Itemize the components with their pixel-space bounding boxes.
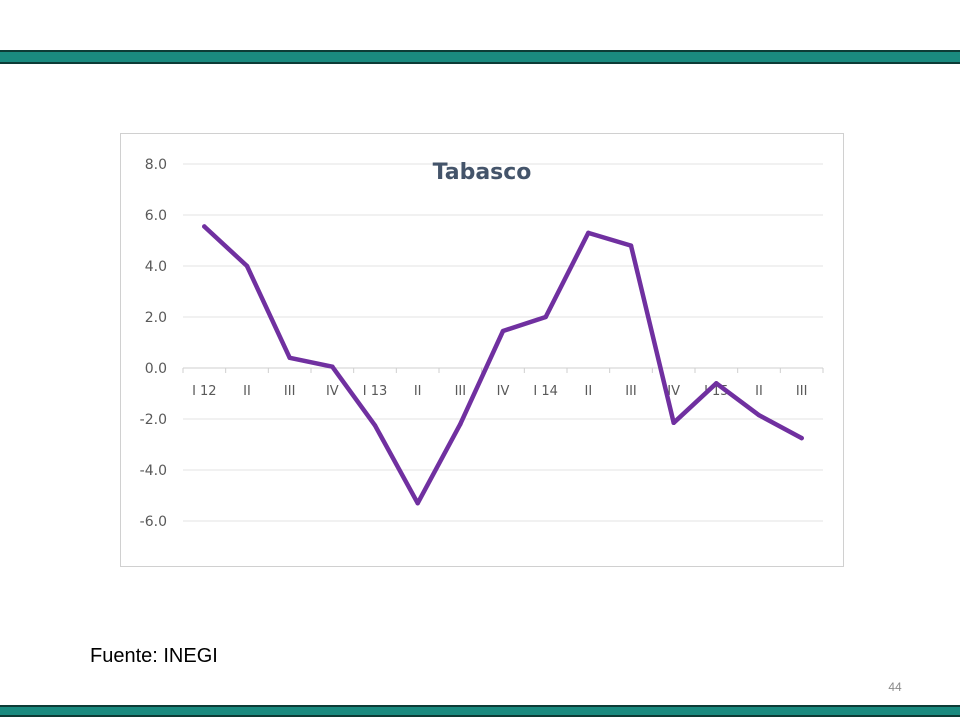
data-point bbox=[543, 314, 548, 320]
y-tick-label: 6.0 bbox=[145, 208, 167, 224]
source-label: Fuente: INEGI bbox=[90, 645, 218, 667]
data-point bbox=[244, 263, 250, 269]
y-tick-label: -4.0 bbox=[140, 463, 167, 479]
chart-title: Tabasco bbox=[433, 160, 532, 185]
data-point bbox=[415, 500, 420, 506]
x-tick-label: I 12 bbox=[192, 384, 217, 399]
data-point bbox=[628, 243, 634, 248]
data-point bbox=[287, 355, 292, 360]
data-point bbox=[756, 412, 762, 418]
x-tick-label: IV bbox=[667, 384, 680, 399]
x-tick-label: III bbox=[455, 384, 467, 399]
page-number: 44 bbox=[888, 680, 902, 694]
y-axis-ticks: 8.0 6.0 4.0 2.0 0.0 -2.0 -4.0 -6.0 bbox=[140, 157, 167, 530]
bottom-footer-band bbox=[0, 705, 960, 717]
data-point bbox=[372, 423, 378, 428]
series-layer bbox=[202, 224, 804, 506]
top-header-band bbox=[0, 50, 960, 64]
series-line bbox=[202, 224, 804, 506]
data-point bbox=[500, 328, 506, 334]
x-tick-label: II bbox=[584, 384, 592, 399]
y-tick-label: -2.0 bbox=[140, 412, 167, 428]
y-tick-label: -6.0 bbox=[140, 514, 167, 530]
data-point bbox=[799, 435, 804, 441]
line-chart: 8.06.04.02.00.0-2.0-4.0-6.0 I 12 II III IV I… bbox=[140, 157, 824, 530]
data-point bbox=[586, 230, 591, 236]
y-tick-label: 8.0 bbox=[145, 157, 167, 173]
gridlines bbox=[182, 163, 824, 522]
x-tick-label: III bbox=[284, 384, 296, 399]
x-tick-label: IV bbox=[326, 384, 339, 399]
data-point bbox=[202, 224, 207, 229]
x-tick-label: II bbox=[414, 384, 422, 399]
x-tick-label: III bbox=[796, 384, 808, 399]
x-tick-label: I 14 bbox=[533, 384, 558, 399]
x-tick-label: II bbox=[243, 384, 251, 399]
data-point bbox=[330, 364, 335, 369]
x-tick-label: I 13 bbox=[363, 384, 388, 399]
x-tick-label: II bbox=[755, 384, 763, 399]
x-tick-label: III bbox=[625, 384, 637, 399]
data-point bbox=[458, 421, 463, 427]
y-tick-label: 2.0 bbox=[145, 310, 167, 326]
y-tick-label: 4.0 bbox=[145, 259, 167, 275]
chart-frame: 8.0 6.0 4.0 2.0 0.0 -2.0 -4.0 -6.0 I 12 II III IV I… bbox=[120, 133, 844, 567]
x-tick-label: IV bbox=[497, 384, 510, 399]
data-point bbox=[671, 420, 676, 426]
data-point bbox=[714, 381, 719, 386]
y-tick-label: 0.0 bbox=[145, 361, 167, 377]
